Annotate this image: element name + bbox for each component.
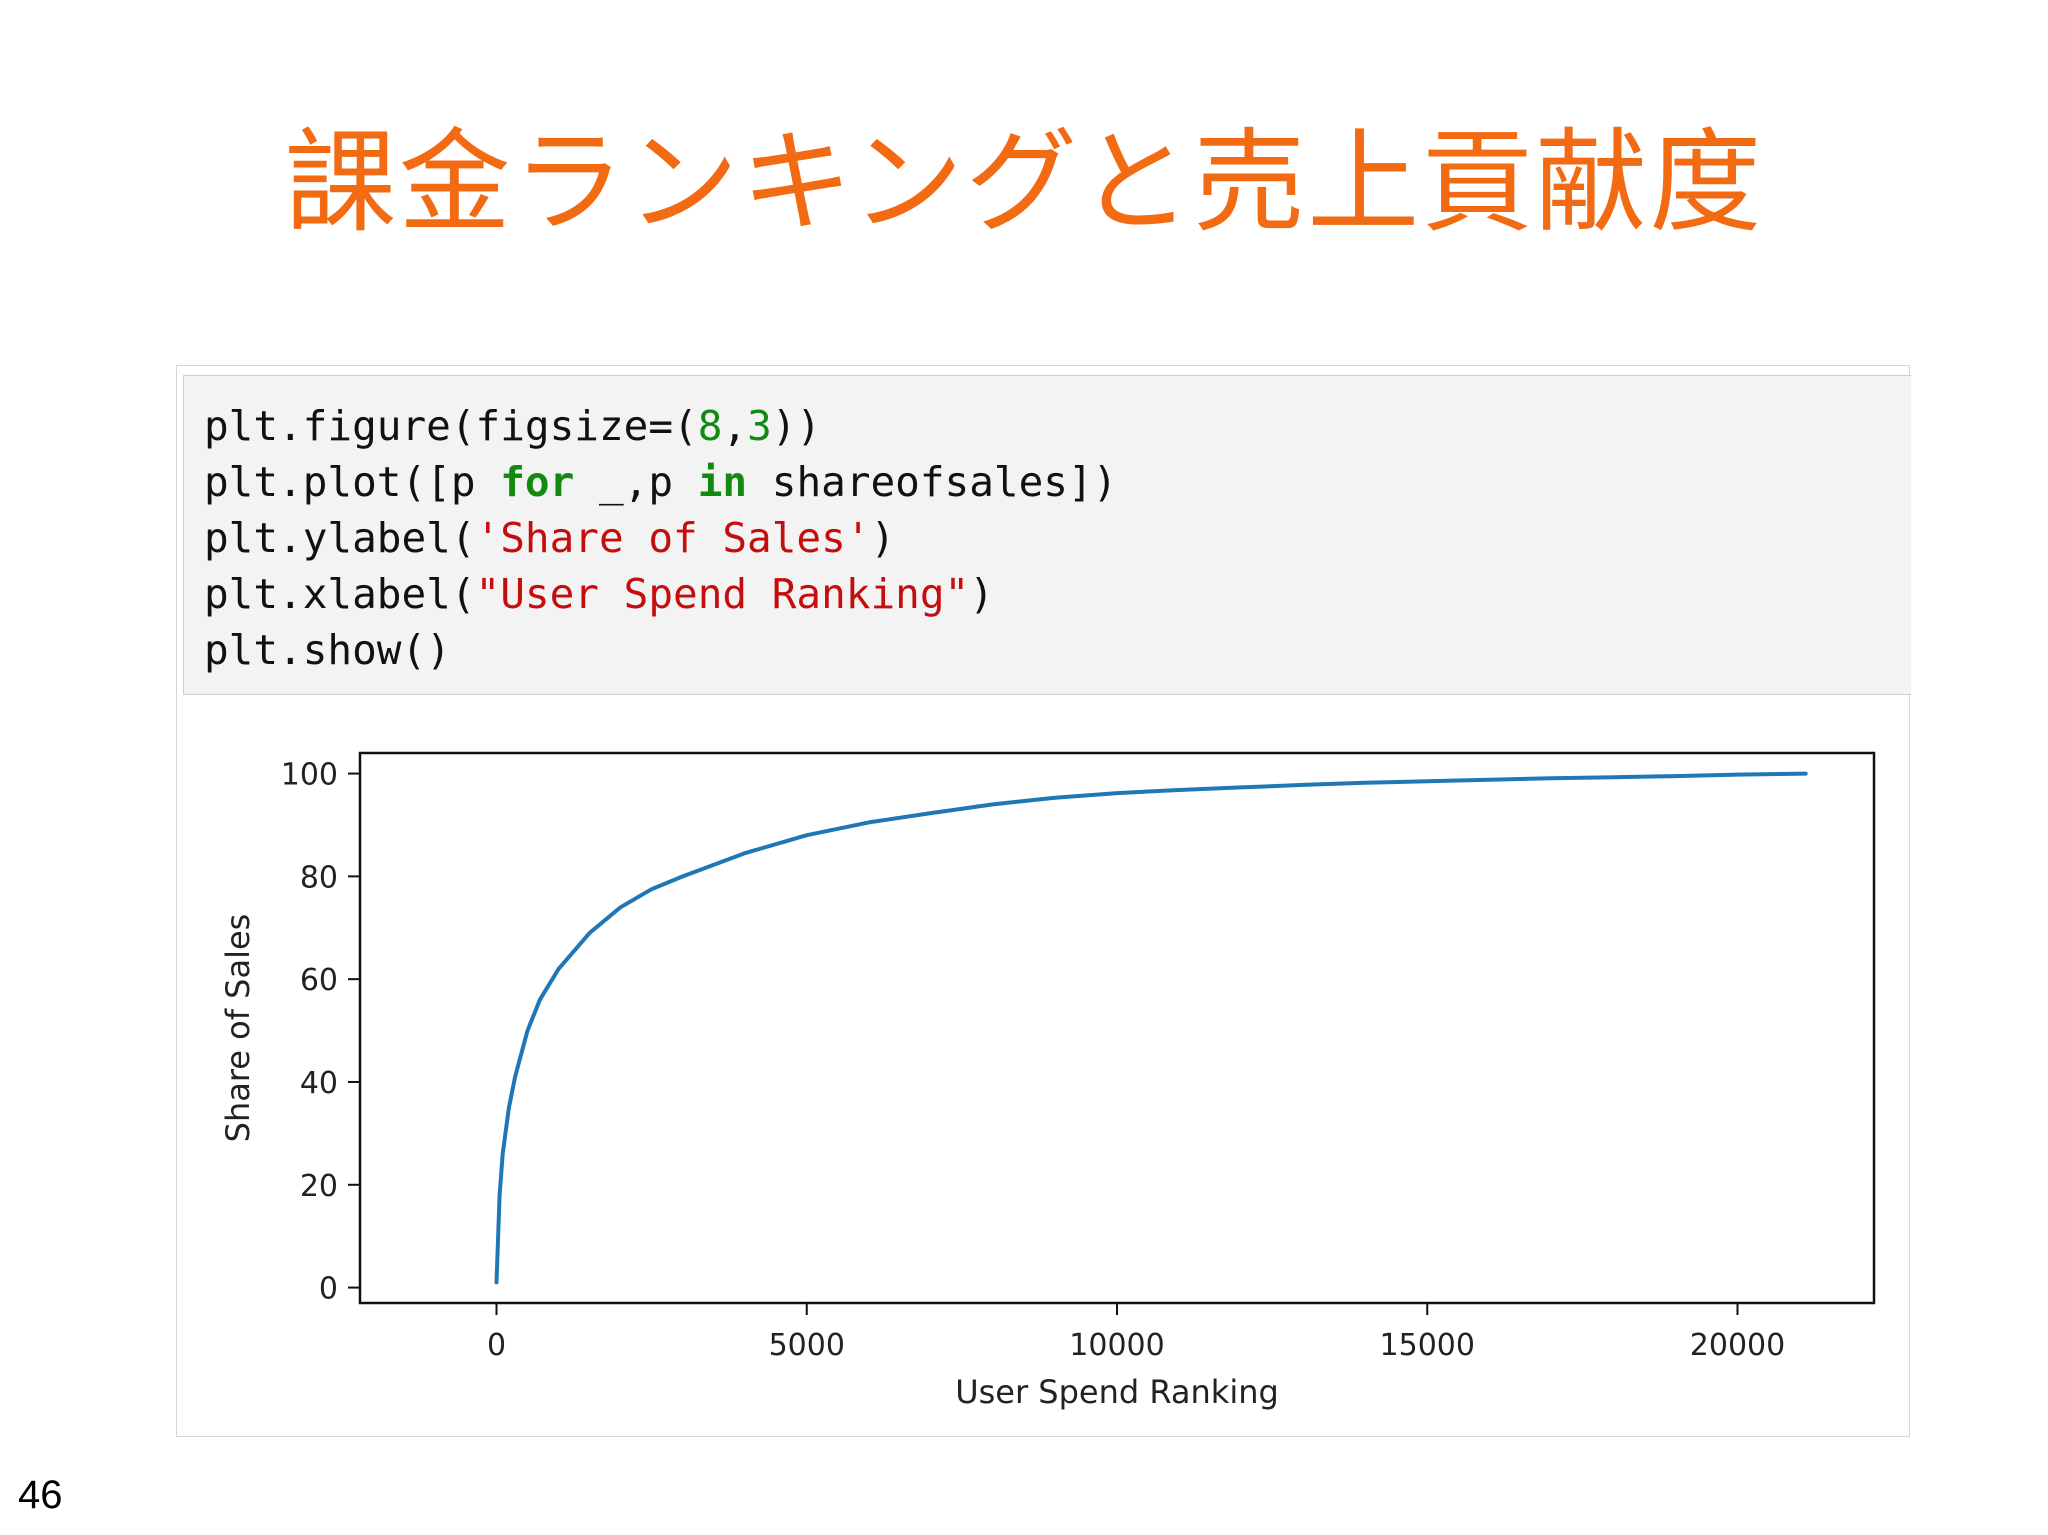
x-tick-label: 10000 — [1069, 1328, 1164, 1363]
code-token: 8 — [697, 402, 723, 450]
code-token: plt.plot([p — [204, 458, 501, 506]
code-line: plt.show() — [204, 622, 1911, 678]
plot-area: 0 20 40 60 80 100 0 5000 10000 15000 20000 User Spe… — [219, 751, 1876, 1411]
notebook-output-panel: plt.figure(figsize=(8,3)) plt.plot([p fo… — [176, 365, 1911, 1437]
y-tick-label: 80 — [300, 860, 338, 895]
code-token: shareofsales]) — [747, 458, 1118, 506]
axes-frame — [358, 751, 1876, 1305]
y-tick-label: 100 — [281, 758, 338, 793]
code-token: _,p — [574, 458, 698, 506]
y-tick-label: 20 — [300, 1169, 338, 1204]
code-token: 'Share of Sales' — [475, 514, 871, 562]
code-token: for — [500, 458, 575, 506]
code-line: plt.figure(figsize=(8,3)) — [204, 398, 1911, 454]
code-token: "User Spend Ranking" — [475, 570, 970, 618]
code-token: 3 — [747, 402, 772, 450]
series-line — [494, 771, 1808, 1285]
x-tick-label: 20000 — [1690, 1328, 1785, 1363]
code-token: )) — [771, 402, 822, 450]
code-token: , — [722, 402, 748, 450]
y-tick-label: 40 — [300, 1066, 338, 1101]
code-token: plt.ylabel( — [204, 514, 476, 562]
x-axis-label: User Spend Ranking — [955, 1373, 1279, 1411]
x-tick-label: 15000 — [1380, 1328, 1475, 1363]
slide-title: 課金ランキングと売上貢献度 — [284, 118, 1764, 248]
code-token: ) — [969, 570, 994, 618]
y-tick-label: 0 — [319, 1272, 338, 1307]
x-tick-label: 0 — [487, 1328, 506, 1363]
code-line: plt.ylabel('Share of Sales') — [204, 510, 1911, 566]
code-token: plt.show() — [204, 626, 451, 674]
code-line: plt.xlabel("User Spend Ranking") — [204, 566, 1911, 622]
slide-number: 46 — [18, 1473, 63, 1517]
code-line: plt.plot([p for _,p in shareofsales]) — [204, 454, 1911, 510]
code-cell[interactable]: plt.figure(figsize=(8,3)) plt.plot([p fo… — [183, 375, 1911, 695]
code-token: in — [697, 458, 748, 506]
y-axis-label: Share of Sales — [219, 914, 257, 1143]
code-token: ) — [870, 514, 896, 562]
code-token: plt.figure(figsize=( — [204, 402, 698, 450]
y-tick-label: 60 — [300, 963, 338, 998]
x-tick-label: 5000 — [769, 1328, 845, 1363]
code-token: plt.xlabel( — [204, 570, 476, 618]
line-chart: 0 20 40 60 80 100 0 5000 10000 15000 20000 User Spe… — [219, 751, 1876, 1411]
